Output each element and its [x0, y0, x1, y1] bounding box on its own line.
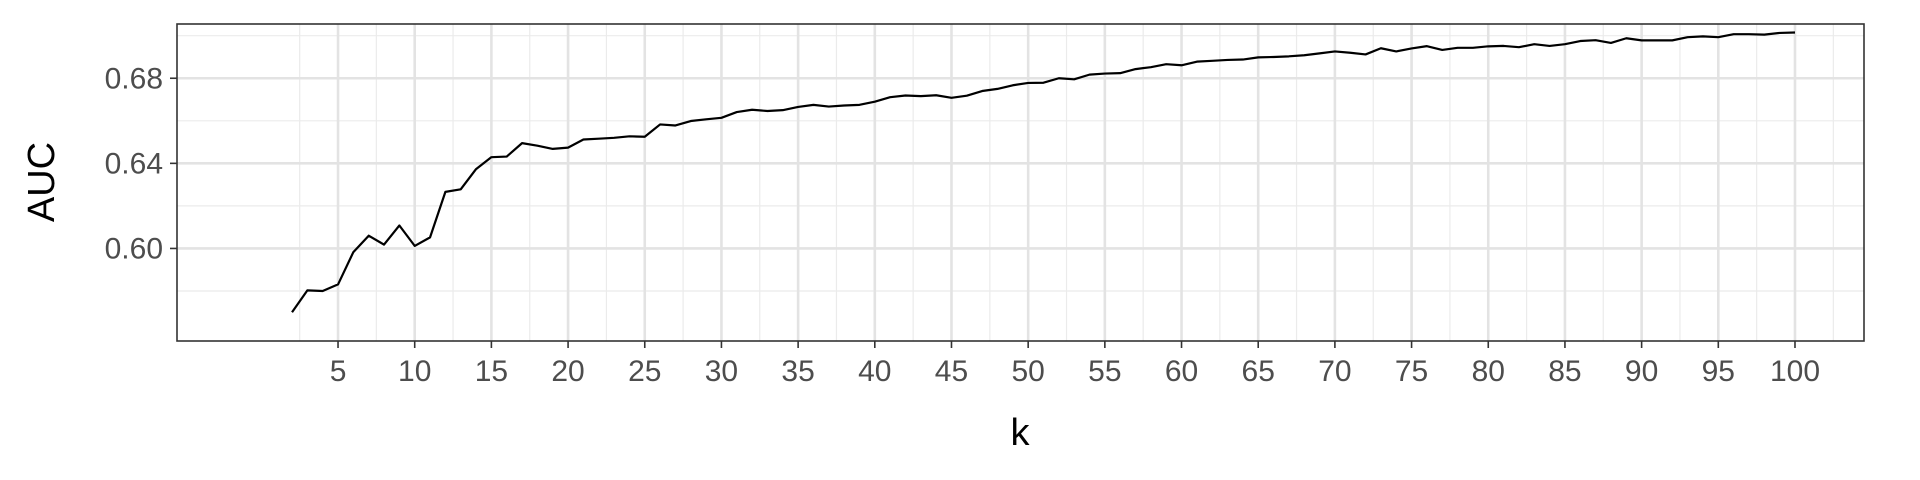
x-tick-label: 10 [398, 355, 431, 388]
y-tick-label: 0.68 [105, 62, 163, 95]
x-tick-label: 60 [1165, 355, 1198, 388]
y-axis-title: AUC [21, 142, 63, 222]
y-tick-label: 0.64 [105, 147, 163, 180]
x-tick-label: 40 [858, 355, 891, 388]
x-tick-label: 35 [781, 355, 814, 388]
minor-gridlines [177, 24, 1864, 341]
x-tick-label: 30 [705, 355, 738, 388]
major-gridlines [177, 24, 1864, 341]
panel-border [176, 23, 1865, 342]
panel-background [177, 24, 1864, 341]
x-tick-label: 75 [1395, 355, 1428, 388]
x-tick-label: 55 [1088, 355, 1121, 388]
y-tick-label: 0.60 [105, 232, 163, 265]
x-tick-label: 100 [1770, 355, 1820, 388]
x-tick-label: 90 [1625, 355, 1658, 388]
x-tick-label: 80 [1472, 355, 1505, 388]
x-tick-label: 25 [628, 355, 661, 388]
y-axis: 0.60 0.64 0.68 [105, 62, 177, 265]
x-tick-label: 95 [1702, 355, 1735, 388]
x-tick-label: 50 [1011, 355, 1044, 388]
x-axis: 5 10 15 20 25 30 35 40 45 50 55 60 65 70 75 80 85 90 95 100 [330, 341, 1820, 388]
x-tick-label: 85 [1548, 355, 1581, 388]
x-tick-label: 15 [475, 355, 508, 388]
x-tick-label: 5 [330, 355, 347, 388]
x-tick-label: 20 [551, 355, 584, 388]
x-tick-label: 45 [935, 355, 968, 388]
x-tick-label: 65 [1242, 355, 1275, 388]
x-axis-title: k [1011, 412, 1031, 454]
auc-series-line [291, 31, 1796, 313]
x-tick-label: 70 [1318, 355, 1351, 388]
